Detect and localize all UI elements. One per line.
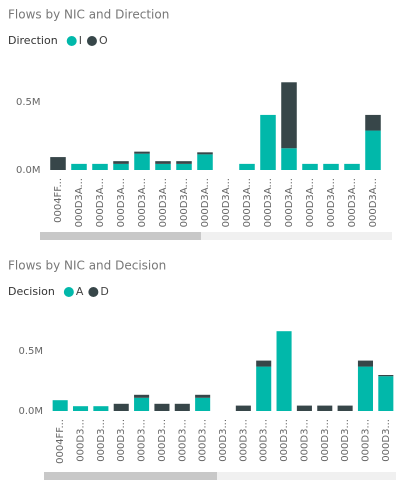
legend-swatch [88,287,99,297]
bar-segment [113,403,129,411]
legend-name: I [79,34,82,47]
bar-segment [323,163,339,170]
bar-segment [134,151,150,154]
x-tick-label: 000D3... [238,419,249,462]
bar-segment [155,161,171,164]
legend-swatch [86,36,97,46]
legend-name: A [76,285,84,298]
bar-segment [113,163,129,170]
x-tick-label: 000D3... [198,419,209,462]
bar-segment [52,400,68,411]
bar-segment [302,163,318,170]
x-tick-label: 000D3... [299,419,310,462]
x-tick-label: 000D3... [259,419,270,462]
x-tick-label: 000D3A... [305,178,316,227]
y-tick-label: 0.5M [18,346,43,357]
x-tick-label: 000D3A... [263,178,274,227]
x-tick-label: 000D3A... [200,178,211,227]
x-tick-label: 000D3A... [179,178,190,227]
bar-segment [260,114,276,170]
x-tick-label: 000D3A... [221,178,232,227]
bar-segment [365,130,381,170]
bar-segment [281,148,297,170]
legend-title: Direction [8,34,58,47]
bar-segment [378,375,394,377]
bar-segment [71,163,87,170]
x-tick-label: 000D3A... [137,178,148,227]
scroll-thumb[interactable] [44,472,217,480]
bar-segment [134,153,150,170]
bar-segment [239,163,255,170]
chart-title: Flows by NIC and Direction [8,8,169,22]
bar-segment [256,366,272,411]
x-tick-label: 000D3... [96,419,107,462]
x-tick-label: 000D3A... [242,178,253,227]
y-tick-label: 0.0M [18,406,43,417]
scroll-track [40,232,392,240]
bar-segment [235,405,251,411]
bar-segment [317,405,333,411]
y-tick-label: 0.5M [16,97,41,108]
bar-segment [378,376,394,411]
bar-segment [365,114,381,131]
x-tick-label: 000D3... [340,419,351,462]
bar-segment [195,394,211,398]
chart-title: Flows by NIC and Decision [8,259,166,273]
x-tick-label: 000D3... [218,419,229,462]
bar-segment [176,163,192,170]
scroll-track [44,472,396,480]
x-tick-label: 000D3A... [74,178,85,227]
x-tick-label: 000D3... [381,419,392,462]
x-tick-label: 000D3A... [347,178,358,227]
bar-segment [281,82,297,149]
legend-name: D [100,285,108,298]
bar-segment [174,403,190,411]
bar-segment [195,397,211,411]
x-tick-label: 000D3A... [95,178,106,227]
x-tick-label: 000D3A... [368,178,379,227]
bar-segment [92,163,108,170]
x-tick-label: 000D3... [360,419,371,462]
x-tick-label: 000D3A... [158,178,169,227]
bar-segment [134,397,150,411]
x-tick-label: 000D3... [279,419,290,462]
bar-segment [357,366,374,411]
bar-segment [154,403,170,411]
x-tick-label: 000D3... [157,419,168,462]
x-tick-label: 000D3... [76,419,87,462]
x-tick-label: 000D3... [137,419,148,462]
bar-segment [256,360,272,367]
legend-swatch [66,36,77,46]
bar-segment [197,152,213,155]
bar-segment [337,405,353,411]
x-tick-label: 0004FF... [55,419,66,464]
x-tick-label: 000D3A... [116,178,127,227]
legend-swatch [63,287,74,297]
bar-segment [344,163,360,170]
x-tick-label: 0004FF... [53,178,64,223]
legend-name: O [99,34,108,47]
bar-segment [276,331,292,411]
bar-segment [72,406,89,411]
bar-segment [93,406,109,411]
scrollbar[interactable] [44,472,396,480]
bar-segment [176,161,192,164]
bar-segment [197,154,213,170]
legend-title: Decision [8,285,55,298]
bar-segment [155,163,171,170]
x-tick-label: 000D3... [177,419,188,462]
x-tick-label: 000D3... [320,419,331,462]
bar-segment [50,157,66,170]
bar-segment [113,161,129,164]
x-tick-label: 000D3A... [326,178,337,227]
bar-segment [296,405,312,411]
y-tick-label: 0.0M [16,165,41,176]
x-tick-label: 000D3... [116,419,127,462]
bar-segment [134,394,150,398]
scroll-thumb[interactable] [40,232,201,240]
x-tick-label: 000D3A... [284,178,295,227]
scrollbar[interactable] [40,232,392,240]
bar-segment [357,360,374,367]
